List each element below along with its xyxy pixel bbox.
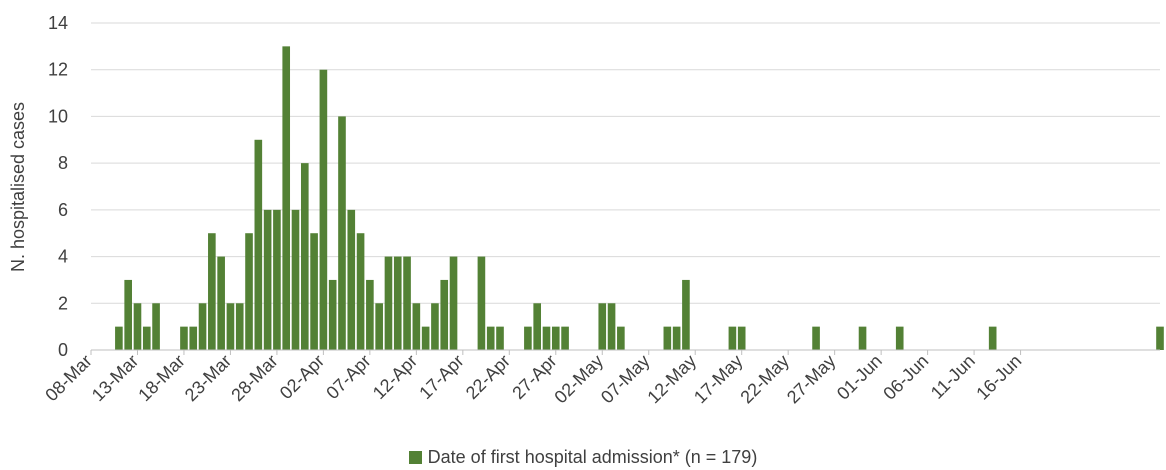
bar	[672, 326, 681, 350]
x-tick-label: 02-Apr	[276, 351, 328, 403]
bar	[263, 209, 272, 350]
bar	[189, 326, 198, 350]
bar	[561, 326, 569, 350]
bar	[384, 256, 393, 350]
bar	[737, 326, 746, 350]
bar	[728, 326, 737, 350]
y-axis-title: N. hospitalised cases	[8, 102, 28, 272]
bar	[663, 326, 672, 350]
y-tick-label: 0	[58, 340, 68, 360]
bar	[347, 209, 356, 350]
bar	[542, 326, 551, 350]
bar	[291, 209, 300, 350]
bar	[226, 303, 235, 350]
x-tick-label: 01-Jun	[833, 351, 886, 404]
bar	[524, 326, 532, 350]
hospital-admissions-chart: N. hospitalised cases 0 2 4 6 8 10 12 14 08-Mar…	[8, 13, 1164, 408]
bar	[217, 256, 225, 350]
legend-label: Date of first hospital admission* (n = 1…	[427, 447, 758, 467]
bar	[319, 69, 328, 350]
x-tick-label: 08-Mar	[41, 351, 95, 405]
bar	[895, 326, 904, 350]
bar	[366, 279, 374, 350]
bar	[440, 279, 449, 350]
bar	[403, 256, 411, 350]
x-tick-label: 17-Apr	[415, 351, 467, 403]
bar	[375, 303, 383, 350]
bar	[1156, 326, 1164, 350]
bars	[115, 46, 1164, 350]
x-axis: 08-Mar13-Mar18-Mar23-Mar28-Mar02-Apr07-A…	[41, 349, 1160, 408]
bar	[533, 303, 542, 350]
bar	[617, 326, 625, 350]
y-tick-label: 6	[58, 200, 68, 220]
bar	[300, 163, 309, 350]
bar	[152, 303, 160, 350]
bar	[988, 326, 997, 350]
bar	[338, 116, 346, 350]
x-tick-label: 22-Apr	[462, 351, 514, 403]
bar	[598, 303, 607, 350]
x-tick-label: 27-May	[783, 351, 840, 408]
x-tick-label: 11-Jun	[927, 351, 979, 403]
y-tick-label: 14	[48, 13, 68, 33]
bar	[607, 303, 616, 350]
x-tick-label: 17-May	[690, 351, 747, 408]
bar	[273, 209, 281, 350]
bar	[449, 256, 458, 350]
bar	[208, 233, 216, 350]
x-tick-label: 02-May	[550, 351, 607, 408]
bar	[115, 326, 123, 350]
y-tick-label: 2	[58, 293, 68, 313]
bar	[431, 303, 439, 350]
x-tick-label: 13-Mar	[88, 351, 142, 405]
x-tick-label: 28-Mar	[227, 351, 281, 405]
y-tick-label: 10	[48, 106, 68, 126]
bar	[393, 256, 402, 350]
y-tick-label: 4	[58, 247, 68, 267]
bar	[245, 233, 253, 350]
bar	[254, 139, 263, 350]
bar	[477, 256, 486, 350]
bar	[496, 326, 504, 350]
legend-swatch	[408, 451, 422, 464]
bar	[421, 326, 430, 350]
y-tick-label: 8	[58, 153, 68, 173]
bar	[133, 303, 142, 350]
legend: Date of first hospital admission* (n = 1…	[0, 446, 1166, 468]
bar	[142, 326, 151, 350]
x-tick-label: 16-Jun	[972, 351, 1025, 404]
y-tick-label: 12	[48, 60, 68, 80]
x-tick-label: 12-Apr	[369, 351, 421, 403]
x-tick-label: 07-May	[597, 351, 654, 408]
bar	[328, 279, 337, 350]
bar	[180, 326, 188, 350]
bar	[812, 326, 820, 350]
x-tick-label: 18-Mar	[134, 351, 188, 405]
bar	[310, 233, 318, 350]
bar	[124, 279, 132, 350]
bar	[551, 326, 560, 350]
x-tick-label: 07-Apr	[322, 351, 374, 403]
bar	[858, 326, 867, 350]
x-tick-label: 12-May	[643, 351, 700, 408]
y-tick-labels: 0 2 4 6 8 10 12 14	[48, 13, 68, 360]
bar	[412, 303, 421, 350]
bar	[486, 326, 495, 350]
x-tick-label: 23-Mar	[181, 351, 235, 405]
bar	[356, 233, 365, 350]
bar	[282, 46, 291, 350]
bar	[198, 303, 207, 350]
bar	[682, 279, 690, 350]
x-tick-label: 06-Jun	[879, 351, 932, 404]
bar	[235, 303, 244, 350]
x-tick-label: 22-May	[736, 351, 793, 408]
